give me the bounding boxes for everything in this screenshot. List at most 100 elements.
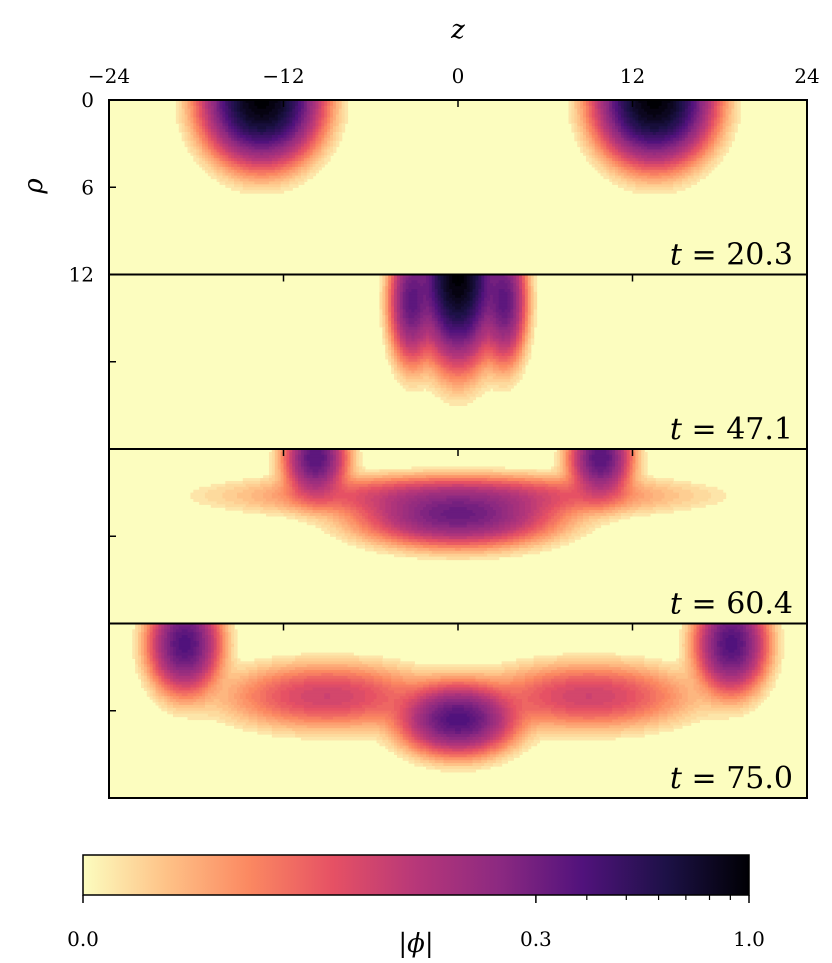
heatmap-cell — [623, 480, 628, 485]
heatmap-cell — [364, 498, 372, 502]
heatmap-cell — [225, 504, 247, 508]
heatmap-cell — [620, 129, 625, 133]
heatmap-cell — [414, 321, 421, 325]
heatmap-cell — [402, 344, 407, 348]
heatmap-cell — [469, 291, 474, 296]
heatmap-cell — [289, 472, 293, 476]
heatmap-cell — [588, 111, 593, 116]
heatmap-cell — [193, 129, 197, 133]
heatmap-cell — [324, 134, 328, 139]
heatmap-cell — [431, 306, 436, 310]
heatmap-cell — [615, 498, 622, 502]
heatmap-cell — [507, 274, 511, 279]
heatmap-cell — [295, 105, 299, 110]
heatmap-cell — [530, 309, 535, 313]
heatmap-cell — [600, 143, 605, 148]
heatmap-cell — [681, 146, 686, 151]
heatmap-cell — [402, 350, 407, 354]
heatmap-cell — [527, 291, 532, 296]
heatmap-cell — [647, 155, 663, 159]
heatmap-cell — [484, 347, 494, 351]
heatmap-cell — [379, 277, 383, 281]
heatmap-cell — [687, 163, 692, 168]
heatmap-cell — [347, 478, 351, 482]
heatmap-cell — [571, 129, 575, 133]
heatmap-cell — [606, 102, 610, 107]
heatmap-cell — [583, 146, 587, 151]
heatmap-cell — [716, 114, 721, 119]
heatmap-cell — [286, 100, 290, 104]
heatmap-cell — [597, 111, 602, 116]
heatmap-cell — [513, 312, 517, 316]
heatmap-cell — [673, 117, 677, 121]
heatmap-cell — [449, 350, 468, 354]
heatmap-cell — [545, 507, 552, 511]
heatmap-cell — [280, 166, 285, 171]
heatmap-cell — [295, 111, 299, 116]
heatmap-cell — [696, 152, 700, 156]
heatmap-cell — [399, 315, 404, 319]
heatmap-cell — [679, 100, 683, 104]
heatmap-cell — [620, 466, 625, 470]
heatmap-cell — [475, 321, 479, 325]
heatmap-cell — [440, 358, 445, 363]
heatmap-cell — [271, 158, 279, 162]
heatmap-cell — [289, 460, 293, 465]
heatmap-cell — [519, 291, 523, 296]
heatmap-cell — [632, 108, 639, 113]
heatmap-cell — [585, 463, 590, 468]
heatmap-cell — [437, 332, 442, 337]
heatmap-cell — [676, 178, 683, 183]
heatmap-cell — [676, 123, 680, 127]
heatmap-cell — [507, 303, 511, 308]
heatmap-cell — [399, 323, 404, 328]
heatmap-cell — [469, 396, 477, 401]
heatmap-cell — [394, 274, 398, 279]
heatmap-cell — [236, 158, 244, 162]
heatmap-cell — [280, 155, 285, 159]
heatmap-cell — [408, 300, 418, 305]
heatmap-cell — [309, 129, 314, 133]
heatmap-cell — [516, 350, 520, 354]
heatmap-cell — [463, 289, 471, 293]
heatmap-cell — [716, 131, 721, 136]
heatmap-cell — [632, 492, 639, 497]
heatmap-cell — [478, 300, 482, 305]
heatmap-cell — [516, 326, 520, 331]
heatmap-cell — [341, 469, 346, 473]
heatmap-cell — [708, 123, 712, 127]
panel-time-label: t = 47.1 — [670, 412, 793, 447]
heatmap-cell — [455, 294, 462, 299]
heatmap-cell — [719, 123, 724, 127]
heatmap-cell — [394, 318, 398, 322]
heatmap-cell — [303, 111, 308, 116]
heatmap-cell — [609, 480, 613, 485]
heatmap-cell — [295, 469, 299, 473]
heatmap-cell — [591, 123, 596, 127]
heatmap-cell — [466, 329, 471, 334]
heatmap-cell — [420, 306, 427, 310]
heatmap-cell — [571, 457, 575, 462]
heatmap-cell — [420, 323, 424, 328]
heatmap-cell — [312, 504, 343, 508]
heatmap-cell — [286, 480, 290, 485]
heatmap-cell — [507, 350, 511, 354]
heatmap-cell — [306, 504, 314, 508]
heatmap-cell — [303, 486, 308, 491]
heatmap-cell — [184, 140, 189, 145]
heatmap-cell — [443, 332, 447, 337]
heatmap-cell — [234, 166, 241, 171]
heatmap-cell — [359, 460, 363, 465]
heatmap-cell — [268, 100, 279, 104]
heatmap-cell — [274, 451, 279, 456]
heatmap-cell — [222, 161, 226, 165]
heatmap-cell — [495, 321, 503, 325]
heatmap-cell — [344, 457, 349, 462]
heatmap-cell — [731, 108, 735, 113]
heatmap-cell — [193, 134, 197, 139]
heatmap-cell — [309, 152, 314, 156]
heatmap-cell — [303, 134, 308, 139]
heatmap-cell — [521, 312, 526, 316]
heatmap-cell — [597, 149, 602, 153]
heatmap-cell — [199, 102, 203, 107]
